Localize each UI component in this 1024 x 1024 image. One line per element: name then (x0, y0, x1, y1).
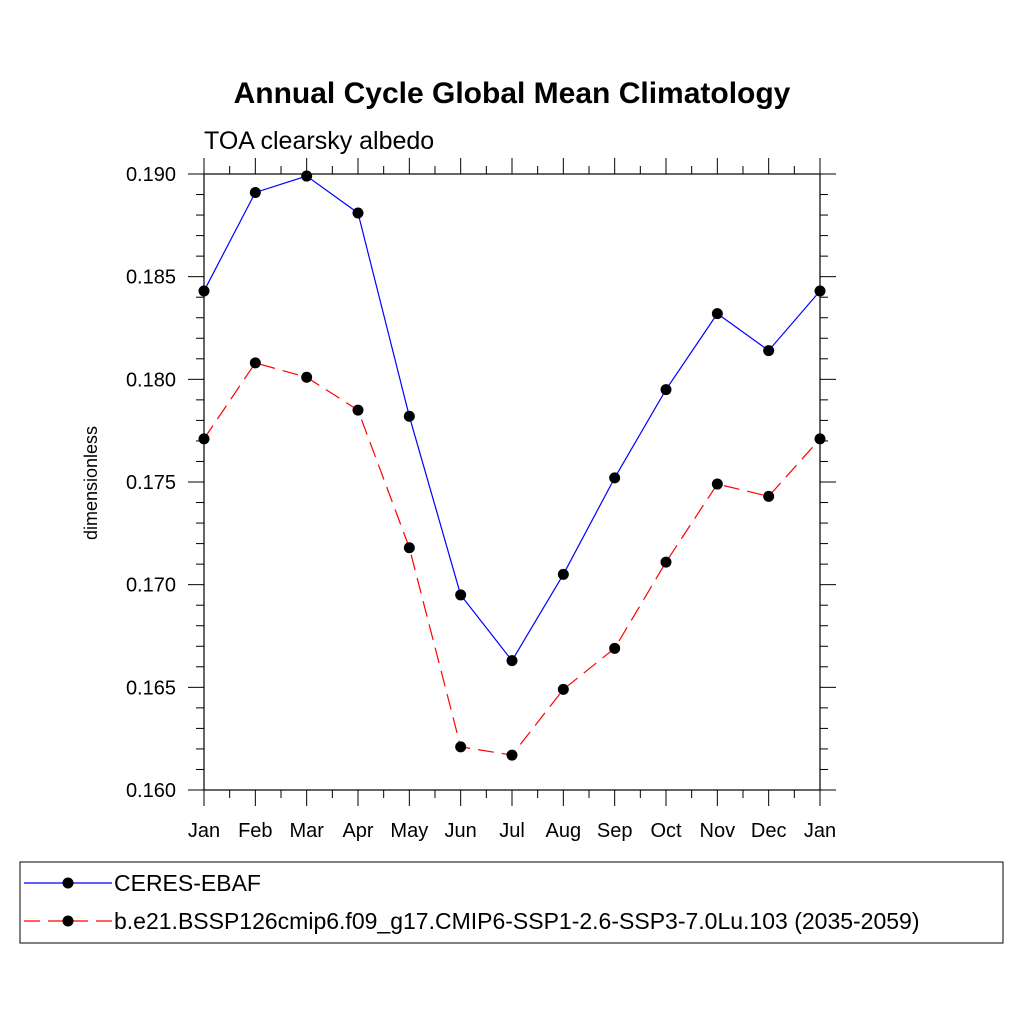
data-point (711, 478, 723, 490)
data-point (660, 556, 672, 568)
data-point (352, 404, 364, 416)
data-point (455, 741, 467, 753)
data-point (301, 371, 313, 383)
data-point (403, 542, 415, 554)
data-point (763, 345, 775, 357)
x-tick-label: Jul (499, 820, 525, 842)
x-tick-label: Nov (700, 820, 736, 842)
data-point (506, 655, 518, 667)
y-tick-label: 0.180 (126, 369, 176, 391)
x-tick-label: Apr (342, 820, 373, 842)
data-point (557, 568, 569, 580)
x-tick-label: May (390, 820, 428, 842)
axis-ticks (188, 158, 836, 806)
y-tick-label: 0.190 (126, 164, 176, 186)
data-point (609, 642, 621, 654)
data-point (403, 410, 415, 422)
series-layer (198, 170, 826, 761)
series-line-2 (203, 362, 821, 756)
x-tick-label: Feb (238, 820, 272, 842)
plot-frame (203, 173, 821, 791)
data-point (660, 384, 672, 396)
x-tick-label: Jun (445, 820, 477, 842)
y-tick-label: 0.175 (126, 472, 176, 494)
legend-box (19, 861, 1004, 944)
x-tick-label: Dec (751, 820, 787, 842)
x-tick-label: Mar (289, 820, 324, 842)
series-line-1 (203, 175, 821, 662)
y-axis-label: dimensionless (81, 426, 101, 540)
data-point (301, 170, 313, 182)
x-tick-label: Aug (546, 820, 582, 842)
data-point (763, 490, 775, 502)
legend: CERES-EBAF b.e21.BSSP126cmip6.f09_g17.CMI… (24, 870, 920, 934)
data-point (711, 308, 723, 320)
x-tick-label: Sep (597, 820, 633, 842)
legend-label: CERES-EBAF (114, 870, 261, 896)
y-tick-label: 0.170 (126, 575, 176, 597)
data-point (506, 749, 518, 761)
y-tick-label: 0.160 (126, 780, 176, 802)
data-point (557, 683, 569, 695)
y-tick-label: 0.165 (126, 677, 176, 699)
y-tick-label: 0.185 (126, 267, 176, 289)
x-tick-label: Jan (804, 820, 836, 842)
data-point (249, 186, 261, 198)
legend-marker (62, 915, 74, 927)
data-point (352, 207, 364, 219)
chart-subtitle: TOA clearsky albedo (204, 127, 434, 155)
data-point (249, 357, 261, 369)
legend-label: b.e21.BSSP126cmip6.f09_g17.CMIP6-SSP1-2.… (114, 908, 920, 934)
x-tick-label: Jan (188, 820, 220, 842)
legend-marker (62, 877, 74, 889)
x-tick-label: Oct (650, 820, 682, 842)
data-point (455, 589, 467, 601)
data-point (609, 472, 621, 484)
chart-title: Annual Cycle Global Mean Climatology (234, 77, 791, 110)
tick-labels: 0.160 0.165 0.170 0.175 0.180 0.185 0.190 Jan Fe… (126, 164, 836, 842)
